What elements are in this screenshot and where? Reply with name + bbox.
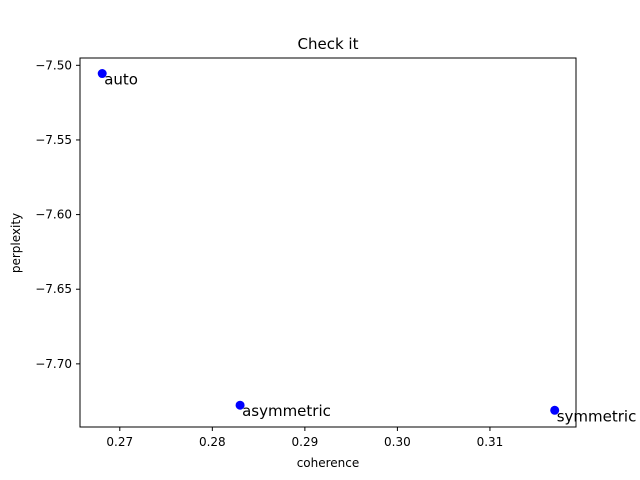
y-tick-label: −7.60 (35, 208, 72, 222)
x-tick-label: 0.29 (292, 435, 319, 449)
y-tick-label: −7.65 (35, 282, 72, 296)
point-label: asymmetric (242, 402, 331, 420)
y-axis-label: perplexity (9, 213, 23, 273)
x-tick-label: 0.31 (477, 435, 504, 449)
point-label: auto (104, 71, 138, 89)
x-tick-label: 0.27 (106, 435, 133, 449)
chart-title: Check it (298, 35, 359, 53)
x-tick-label: 0.30 (384, 435, 411, 449)
x-tick-label: 0.28 (199, 435, 226, 449)
data-point (235, 400, 245, 410)
data-point (550, 405, 560, 415)
y-tick-label: −7.50 (35, 58, 72, 72)
point-label: symmetric (557, 407, 637, 425)
plot-frame (79, 57, 577, 428)
x-axis-label: coherence (297, 456, 360, 470)
y-tick-label: −7.55 (35, 133, 72, 147)
data-points: auto asymmetric symmetric (97, 69, 637, 425)
axis-ticks: 0.27 0.28 0.29 0.30 0.31 −7.50 −7.55 −7.60 −7.65… (35, 58, 503, 449)
data-point (97, 69, 107, 79)
y-tick-label: −7.70 (35, 357, 72, 371)
